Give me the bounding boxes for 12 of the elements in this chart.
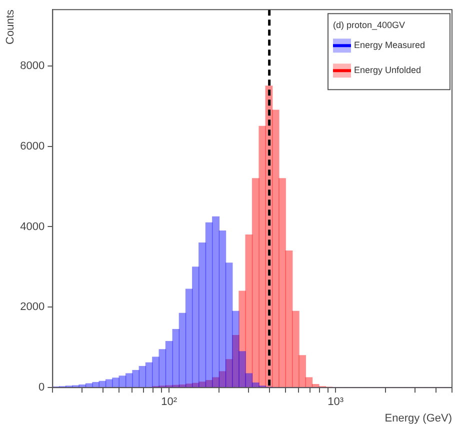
legend-title: (d) proton_400GV bbox=[333, 20, 406, 30]
x-tick-label: 10² bbox=[161, 396, 178, 408]
x-tick-label: 10³ bbox=[328, 396, 344, 408]
y-tick-label: 2000 bbox=[20, 301, 45, 314]
legend-label: Energy Measured bbox=[354, 40, 426, 50]
y-tick-label: 8000 bbox=[20, 60, 45, 72]
y-tick-label: 6000 bbox=[20, 140, 45, 152]
y-tick-label: 4000 bbox=[20, 220, 45, 233]
y-tick-label: 0 bbox=[38, 382, 45, 394]
x-axis-title: Energy (GeV) bbox=[384, 412, 452, 424]
y-axis-title: Counts bbox=[4, 9, 17, 44]
legend-label: Energy Unfolded bbox=[354, 65, 422, 76]
